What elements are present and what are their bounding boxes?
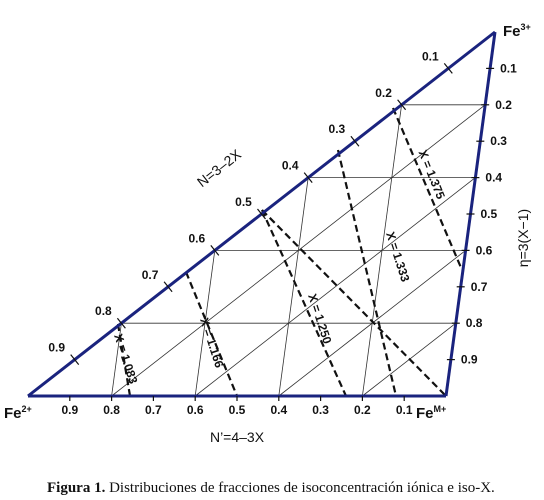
iso-line [336, 149, 398, 397]
right-tick-label: 0.2 [495, 98, 512, 112]
tick [443, 63, 453, 74]
left-axis-title: N=3–2X [194, 146, 245, 190]
vertex-symbol: Fe [4, 405, 22, 422]
bottom-axis-title: N’=4–3X [210, 429, 265, 445]
iso-line [391, 107, 464, 271]
bottom-tick-label: 0.1 [396, 403, 413, 417]
tick [397, 99, 407, 111]
iso-x-label: X = 1.333 [383, 230, 412, 284]
grid-line [194, 177, 476, 397]
vertex-charge: 2+ [22, 404, 32, 414]
grid-line [194, 250, 216, 397]
bottom-tick-label: 0.4 [270, 403, 287, 417]
iso-x-label: X = 1.083 [111, 332, 140, 386]
left-tick-label: 0.9 [48, 341, 65, 355]
right-tick-label: 0.5 [481, 207, 498, 221]
right-tick-label: 0.1 [500, 61, 517, 75]
left-tick-label: 0.6 [188, 231, 205, 245]
right-axis-title: η=3(X−1) [515, 209, 531, 267]
right-tick-label: 0.4 [485, 171, 502, 185]
grid [111, 104, 486, 397]
tick [303, 172, 313, 183]
grid-line [362, 104, 402, 397]
tick [70, 354, 80, 365]
iso-line [184, 271, 239, 397]
tick [257, 208, 266, 220]
vertex-symbol: Fe [416, 405, 434, 422]
vertex-label: FeM+ [416, 404, 446, 422]
right-tick-label: 0.6 [476, 243, 493, 257]
right-tick-label: 0.8 [466, 316, 483, 330]
left-tick-label: 0.3 [329, 122, 346, 136]
iso-line [260, 209, 348, 397]
caption-text: Distribuciones de fracciones de isoconce… [109, 480, 495, 496]
left-tick-label: 0.1 [422, 49, 439, 63]
caption: Figura 1. Distribuciones de fracciones d… [47, 480, 495, 496]
caption-label: Figura 1. [47, 480, 106, 496]
left-tick-label: 0.4 [282, 159, 299, 173]
bottom-tick-label: 0.6 [187, 403, 204, 417]
tick [210, 245, 220, 256]
tick [163, 281, 173, 293]
iso-line [116, 323, 132, 397]
left-tick-label: 0.8 [95, 304, 112, 318]
right-tick-label: 0.9 [461, 353, 478, 367]
right-tick-label: 0.7 [471, 280, 488, 294]
bottom-tick-label: 0.8 [103, 403, 120, 417]
iso-x-label: X = 1.166 [197, 316, 226, 370]
vertex-symbol: Fe [503, 23, 521, 40]
bottom-tick-label: 0.7 [145, 403, 162, 417]
grid-line [278, 177, 309, 397]
vertex-charge: 3+ [521, 22, 531, 32]
bottom-tick-label: 0.5 [229, 403, 246, 417]
iso-x-label: X = 1.250 [305, 292, 334, 346]
bottom-tick-label: 0.2 [354, 403, 371, 417]
vertex-label: Fe2+ [4, 404, 32, 422]
left-tick-label: 0.5 [235, 195, 252, 209]
tick [116, 317, 126, 329]
tick [350, 135, 360, 147]
iso-x-lines [116, 107, 464, 397]
iso-line [261, 209, 447, 397]
left-tick-label: 0.7 [142, 268, 159, 282]
vertex-charge: M+ [434, 404, 447, 414]
right-tick-label: 0.3 [490, 134, 507, 148]
bottom-tick-label: 0.3 [312, 403, 329, 417]
bottom-tick-label: 0.9 [61, 403, 78, 417]
vertex-label: Fe3+ [503, 22, 531, 40]
left-tick-label: 0.2 [375, 86, 392, 100]
